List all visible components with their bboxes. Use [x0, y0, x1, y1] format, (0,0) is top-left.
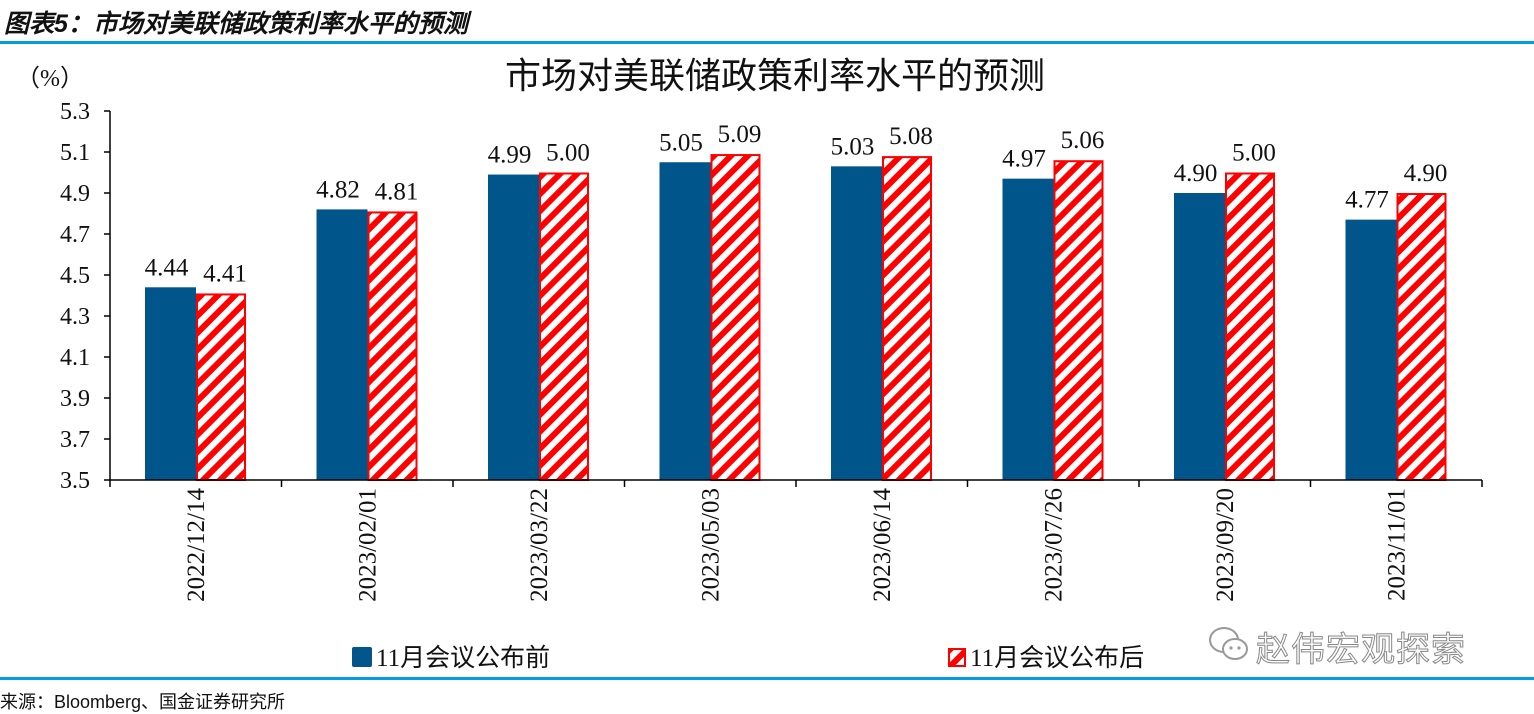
y-tick-label: 5.3 — [60, 99, 90, 125]
y-tick-label: 4.3 — [60, 304, 90, 330]
x-tick-label: 2023/05/03 — [697, 488, 724, 602]
x-tick-label: 2023/02/01 — [354, 488, 381, 602]
bar-after — [1396, 193, 1447, 481]
x-tick-label: 2023/09/20 — [1212, 488, 1239, 602]
legend-swatch-before — [352, 647, 372, 667]
y-axis-label: （%） — [16, 66, 84, 92]
data-label: 5.00 — [546, 140, 590, 167]
data-label: 4.97 — [1002, 146, 1046, 173]
figure-title: 图表5：市场对美联储政策利率水平的预测 — [4, 10, 468, 38]
legend-label-after: 11月会议公布后 — [970, 644, 1144, 672]
source-note: 来源：Bloomberg、国金证券研究所 — [0, 692, 286, 712]
top-rule — [0, 41, 1534, 44]
data-label: 4.90 — [1404, 160, 1448, 187]
data-label: 5.03 — [831, 133, 875, 160]
y-tick-label: 4.1 — [60, 345, 90, 371]
data-label: 5.09 — [718, 121, 762, 148]
data-label: 4.44 — [145, 254, 189, 281]
y-tick-label: 4.9 — [60, 181, 90, 207]
bar-before — [659, 162, 711, 480]
x-tick-label: 2023/03/22 — [526, 488, 553, 602]
chart-title: 市场对美联储政策利率水平的预测 — [505, 56, 1045, 96]
data-label: 5.06 — [1061, 127, 1105, 154]
wechat-icon — [1209, 627, 1248, 660]
bar-after — [882, 156, 932, 481]
bar-before — [1345, 219, 1397, 480]
bar-before — [145, 287, 196, 480]
data-label: 4.77 — [1345, 187, 1389, 214]
bar-before — [1002, 178, 1054, 480]
bottom-rule — [0, 677, 1534, 680]
data-label: 4.41 — [203, 260, 247, 287]
bar-before — [1174, 193, 1225, 480]
bar-after — [1053, 160, 1104, 481]
data-label: 4.81 — [375, 178, 419, 205]
y-tick-label: 3.9 — [60, 386, 90, 412]
bar-after — [196, 293, 246, 482]
bar-after — [539, 172, 589, 481]
y-tick-label: 4.7 — [60, 222, 90, 248]
x-tick-label: 2023/06/14 — [869, 488, 896, 602]
y-tick-label: 3.5 — [60, 468, 90, 494]
legend-swatch-after — [948, 648, 966, 667]
watermark: 赵伟宏观探索 — [1256, 630, 1466, 671]
bar-after — [1225, 172, 1275, 481]
y-tick-label: 5.1 — [60, 140, 90, 166]
bar-before — [831, 166, 882, 480]
bar-after — [367, 211, 418, 481]
bar-before — [316, 209, 368, 480]
data-label: 4.99 — [488, 142, 532, 169]
data-label: 5.05 — [659, 129, 703, 156]
legend-label-before: 11月会议公布前 — [376, 644, 550, 672]
bar-before — [488, 174, 539, 481]
data-label: 4.82 — [316, 176, 360, 203]
data-label: 5.00 — [1232, 140, 1276, 167]
y-tick-label: 4.5 — [60, 263, 90, 289]
y-tick-label: 3.7 — [60, 427, 90, 453]
bar-after — [710, 154, 761, 482]
data-label: 4.90 — [1174, 160, 1218, 187]
x-tick-label: 2023/07/26 — [1040, 488, 1067, 602]
x-tick-label: 2022/12/14 — [183, 488, 210, 602]
data-label: 5.08 — [889, 123, 933, 150]
x-tick-label: 2023/11/01 — [1383, 488, 1410, 601]
